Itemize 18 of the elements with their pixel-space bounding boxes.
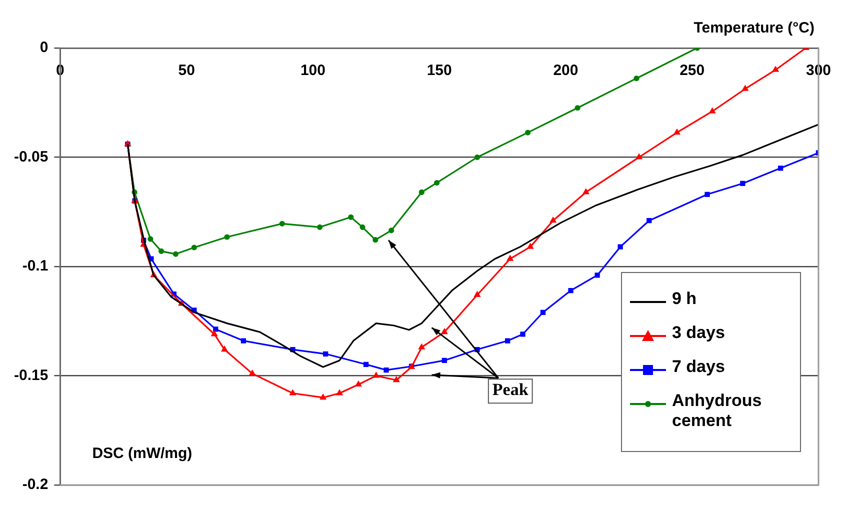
y-tick-label: -0.05 [14,148,48,166]
legend-label: Anhydrous cement [672,391,763,431]
x-tick-label: 300 [806,62,831,80]
x-axis-title: Temperature (°C) [694,20,814,37]
x-tick-label: 150 [426,62,452,80]
x-tick-label: 200 [553,62,578,80]
y-tick-label: -0.1 [22,258,48,275]
y-tick-label: -0.2 [22,476,48,494]
y-tick-label: -0.15 [14,366,48,384]
y-tick-label: 0 [40,39,48,56]
legend-label: 7 days [672,357,726,377]
x-tick-label: 250 [680,62,705,80]
y-axis-title: DSC (mW/mg) [92,445,192,462]
legend-label: 3 days [672,323,726,343]
x-tick-label: 100 [300,62,326,80]
annotation: Peak [492,380,529,400]
legend-label: 9 h [672,289,698,309]
x-tick-label: 50 [178,62,195,80]
